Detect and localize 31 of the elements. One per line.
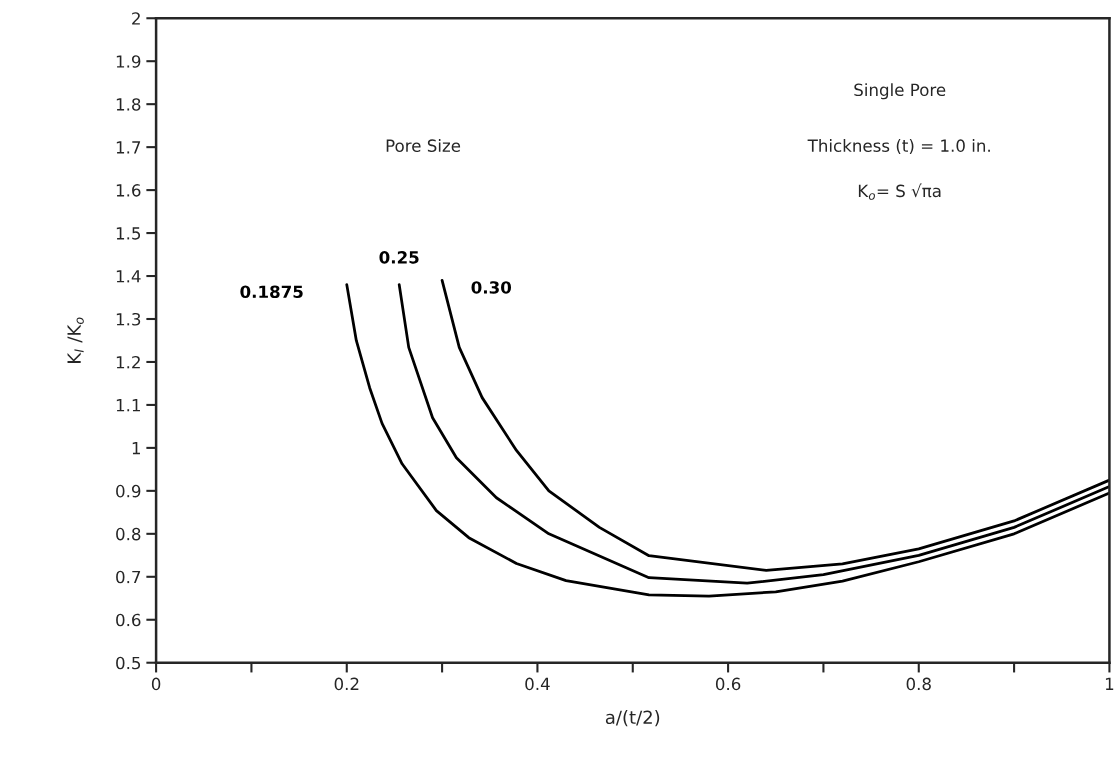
x-axis-title: a/(t/2) <box>605 710 660 727</box>
y-tick-label: 1.7 <box>116 141 141 154</box>
x-tick-label: 0 <box>151 677 161 691</box>
y-tick-label: 1.9 <box>116 55 141 68</box>
series-label: 0.25 <box>379 251 419 264</box>
text: 0.1875 <box>240 285 303 299</box>
annotation: K$_{o}$= S √πa <box>858 183 941 200</box>
annotation: Single Pore <box>854 83 946 100</box>
y-tick-label: 0.9 <box>116 484 141 498</box>
y-tick-label: 0.6 <box>116 613 141 627</box>
y-tick-label: 1.4 <box>116 270 141 283</box>
y-tick-label: 0.7 <box>116 570 141 584</box>
annotation: Thickness (t) = 1.0 in. <box>807 139 990 154</box>
y-tick-label: 2 <box>132 12 140 25</box>
x-tick-label: 0.2 <box>334 677 359 691</box>
y-tick-label: 1.1 <box>116 399 140 412</box>
x-tick-label: 0.4 <box>525 677 550 691</box>
y-tick-label: 1.5 <box>116 227 141 240</box>
y-tick-label: 1 <box>132 442 140 455</box>
y-tick-label: 0.8 <box>116 527 141 541</box>
x-tick-label: 0.6 <box>715 677 741 691</box>
y-tick-label: 1.3 <box>116 312 141 326</box>
x-tick-label: 0.8 <box>906 677 931 691</box>
series-label: 0.30 <box>471 281 512 294</box>
legend-title: Pore Size <box>386 139 461 152</box>
x-tick-label: 1 <box>1105 677 1114 690</box>
y-tick-label: 1.6 <box>116 184 141 197</box>
y-tick-label: 0.5 <box>116 656 141 670</box>
y-tick-label: 1.8 <box>116 98 141 111</box>
y-axis-title: K$_{I}$ /K$_{o}$ <box>67 317 84 363</box>
y-tick-label: 1.2 <box>116 355 140 369</box>
